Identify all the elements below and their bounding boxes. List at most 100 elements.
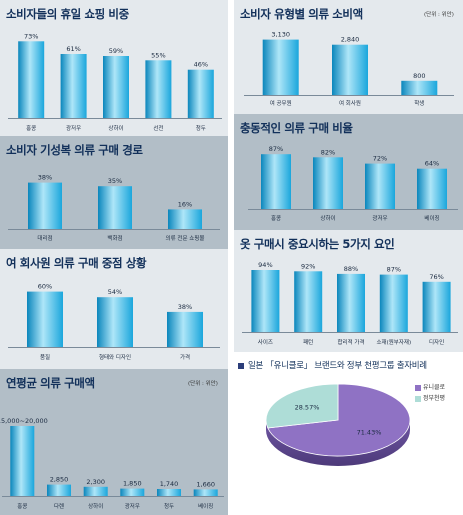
bar bbox=[83, 486, 108, 496]
legend-label: 정부천평 bbox=[423, 395, 446, 402]
chart-svg-purchase-factors: 94% 사이즈 92% 패턴 88% 합리적 가격 87% 소재(원부자재) 76% 디자인 bbox=[242, 261, 458, 346]
legend-item-uniqlo: 유니클로 bbox=[415, 382, 445, 391]
value-label: 82% bbox=[321, 148, 335, 156]
value-label: 54% bbox=[108, 288, 122, 296]
bar bbox=[379, 274, 408, 332]
bar bbox=[313, 157, 343, 209]
value-label: 73% bbox=[24, 32, 38, 40]
category-label: 대리점 bbox=[37, 234, 52, 242]
panel-annual-spending: 연평균 의류 구매액 (단위 : 위안) 15,000~20,000 홍콩 2,85… bbox=[0, 369, 228, 515]
bar bbox=[401, 80, 438, 95]
chart-title: 충동적인 의류 구매 비율 bbox=[240, 121, 353, 135]
panel-purchase-factors: 옷 구매시 중요시하는 5가지 요인 94% 사이즈 92% 패턴 88% 합리적 가격 8… bbox=[234, 230, 463, 352]
category-label: 홍콩 bbox=[17, 502, 27, 510]
category-label: 여 회사원 bbox=[339, 99, 361, 107]
value-label: 35% bbox=[108, 177, 122, 185]
category-label: 학생 bbox=[414, 99, 424, 107]
panel-uniqlo-investment: 일본 「유니클로」 브랜드와 정부 천평그룹 출자비례 유니클로 정부천평 71… bbox=[234, 352, 463, 515]
category-label: 의류 전문 쇼핑몰 bbox=[166, 234, 205, 242]
value-label: 60% bbox=[38, 283, 52, 291]
value-label: 87% bbox=[387, 266, 401, 274]
category-label: 가격 bbox=[180, 353, 190, 361]
value-label: 38% bbox=[178, 303, 192, 311]
value-label: 46% bbox=[194, 61, 208, 69]
pie-title-text: 일본 「유니클로」 브랜드와 정부 천평그룹 출자비례 bbox=[248, 361, 427, 371]
bar bbox=[332, 44, 368, 95]
value-label: 61% bbox=[66, 45, 80, 53]
bullet-icon bbox=[238, 362, 244, 369]
bar bbox=[187, 69, 214, 118]
bar bbox=[262, 39, 299, 95]
category-label: 사이즈 bbox=[258, 338, 273, 346]
legend-label: 유니클로 bbox=[423, 384, 446, 391]
chart-title: 일본 「유니클로」 브랜드와 정부 천평그룹 출자비례 bbox=[238, 359, 427, 371]
unit-label: (단위 : 위안) bbox=[188, 381, 218, 387]
chart-svg-annual-spending: 15,000~20,000 홍콩 2,850 다롄 2,300 상하이 1,850 광저우 1,… bbox=[0, 417, 224, 510]
bar bbox=[251, 270, 280, 332]
category-label: 선전 bbox=[153, 124, 163, 132]
pie-side bbox=[266, 420, 410, 466]
category-label: 소재(원부자재) bbox=[376, 338, 411, 346]
bar bbox=[168, 209, 202, 229]
value-label: 88% bbox=[344, 265, 358, 273]
bar bbox=[193, 489, 218, 496]
category-label: 여 공무원 bbox=[270, 99, 292, 107]
unit-label: (단위 : 위안) bbox=[424, 12, 454, 18]
value-label: 55% bbox=[151, 51, 165, 59]
value-label: 76% bbox=[429, 273, 443, 281]
chart-title: 옷 구매시 중요시하는 5가지 요인 bbox=[240, 237, 395, 251]
bar bbox=[167, 311, 203, 347]
chart-title: 소비자 기성복 의류 구매 경로 bbox=[6, 143, 143, 157]
chart-title: 여 회사원 의류 구매 중점 상황 bbox=[6, 256, 147, 270]
category-label: 청두 bbox=[196, 125, 206, 132]
bar bbox=[337, 273, 365, 332]
value-label: 92% bbox=[301, 262, 315, 270]
category-label: 디자인 bbox=[429, 338, 444, 346]
value-label: 94% bbox=[258, 261, 272, 269]
value-label: 800 bbox=[413, 72, 425, 80]
category-label: 홍콩 bbox=[271, 214, 281, 222]
bar bbox=[417, 168, 447, 209]
chart-svg-consumer-type-spending: 3,130 여 공무원 2,840 여 회사원 800 학생 bbox=[244, 31, 454, 107]
category-label: 패턴 bbox=[303, 338, 313, 346]
value-label: 72% bbox=[373, 155, 387, 163]
legend-swatch bbox=[415, 395, 421, 402]
category-label: 상하이 bbox=[320, 214, 335, 222]
legend-swatch bbox=[415, 384, 421, 391]
bar bbox=[97, 297, 133, 347]
panel-purchase-channel: 소비자 기성복 의류 구매 경로 38% 대리점 35% 백화점 16% 의류 전문 쇼핑… bbox=[0, 136, 228, 249]
category-label: 베이징 bbox=[424, 214, 439, 222]
value-label: 16% bbox=[178, 200, 192, 208]
value-label: 2,300 bbox=[86, 478, 105, 486]
bar bbox=[27, 291, 63, 347]
category-label: 광저우 bbox=[372, 214, 387, 222]
category-label: 합리적 가격 bbox=[337, 338, 364, 346]
pie-value-label: 71.43% bbox=[357, 428, 382, 436]
category-label: 홍콩 bbox=[26, 124, 36, 132]
chart-title: 소비자들의 휴일 쇼핑 비중 bbox=[6, 7, 129, 21]
pie-slice bbox=[267, 383, 411, 457]
chart-svg-purchase-channel: 38% 대리점 35% 백화점 16% 의류 전문 쇼핑몰 bbox=[8, 174, 220, 242]
chart-svg-impulse-buying: 87% 홍콩 82% 상하이 72% 광저우 64% 베이징 bbox=[248, 145, 458, 222]
chart-title: 소비자 유형별 의류 소비액 bbox=[240, 7, 363, 21]
value-label: 15,000~20,000 bbox=[0, 417, 48, 425]
panel-office-women-priority: 여 회사원 의류 구매 중점 상황 60% 품질 54% 형태와 디자인 38% 가격 bbox=[0, 249, 228, 369]
value-label: 1,740 bbox=[160, 480, 179, 488]
bar bbox=[18, 41, 45, 118]
category-label: 청두 bbox=[164, 503, 174, 510]
bar bbox=[47, 484, 71, 496]
value-label: 87% bbox=[269, 145, 283, 153]
panel-impulse-buying: 충동적인 의류 구매 비율 87% 홍콩 82% 상하이 72% 광저우 64% 베이징 bbox=[234, 114, 463, 230]
bar bbox=[261, 154, 291, 209]
bar bbox=[103, 56, 129, 118]
value-label: 38% bbox=[38, 174, 52, 182]
bar bbox=[422, 281, 451, 332]
legend-item-government: 정부천평 bbox=[415, 393, 445, 402]
panel-weekend-shopping: 소비자들의 휴일 쇼핑 비중 73% 홍콩 61% 광저우 59% 상하이 55% 선전 46%… bbox=[0, 0, 228, 136]
value-label: 64% bbox=[425, 160, 439, 168]
chart-svg-weekend-shopping: 73% 홍콩 61% 광저우 59% 상하이 55% 선전 46% 청두 bbox=[8, 32, 222, 132]
pie-chart-svg: 71.43% 28.57% bbox=[265, 383, 411, 466]
bar bbox=[60, 54, 87, 118]
bar bbox=[120, 488, 145, 496]
value-label: 1,660 bbox=[196, 480, 215, 488]
